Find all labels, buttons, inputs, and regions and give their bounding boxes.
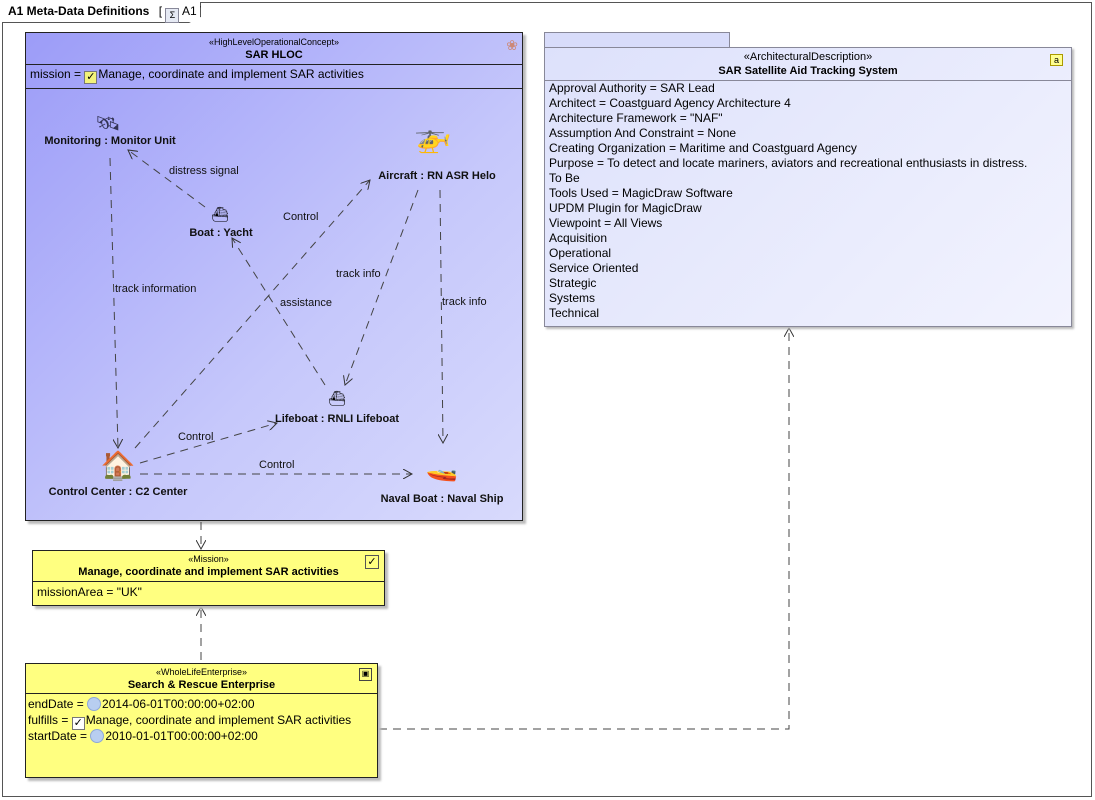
- diagram-tab[interactable]: A1 Meta-Data Definitions [ Σ A1 ]: [2, 2, 201, 23]
- edge-label: Control: [283, 211, 319, 223]
- arch-property: Architecture Framework = "NAF": [549, 111, 723, 125]
- arch-property: Technical: [549, 306, 600, 320]
- node-boat[interactable]: Boat : Yacht: [189, 227, 253, 239]
- edge-control-lifeboat: [139, 423, 277, 464]
- end-date: endDate = 2014-06-01T00:00:00+02:00: [28, 697, 255, 711]
- clock-icon: [87, 697, 102, 711]
- check-icon: ✓: [71, 717, 85, 730]
- edge-assistance: [232, 238, 326, 386]
- arch-stereotype: «ArchitecturalDescription»: [743, 51, 873, 63]
- hloc-stereotype: «HighLevelOperationalConcept»: [208, 37, 340, 47]
- arch-property: Tools Used = MagicDraw Software: [549, 186, 733, 200]
- arch-property: Acquisition: [549, 231, 608, 245]
- fulfills: fulfills = ✓ Manage, coordinate and imple…: [28, 713, 352, 730]
- mission-checkbox-icon: ✓: [365, 555, 379, 569]
- arch-property: Creating Organization = Maritime and Coa…: [549, 141, 857, 155]
- node-naval-boat[interactable]: Naval Boat : Naval Ship: [380, 493, 504, 505]
- node-monitoring[interactable]: Monitoring : Monitor Unit: [44, 135, 176, 147]
- arch-property: Operational: [549, 246, 612, 260]
- yacht-icon: ⛴: [211, 206, 229, 222]
- package-a-icon: a: [1050, 54, 1063, 66]
- diagram-table-icon: Σ: [165, 8, 180, 23]
- arch-property: Service Oriented: [549, 261, 639, 275]
- clock-icon: [90, 729, 105, 743]
- node-control-center[interactable]: Control Center : C2 Center: [48, 486, 188, 498]
- arch-property: To Be: [549, 171, 580, 185]
- arch-package-tab: [544, 32, 730, 48]
- hloc-circles-icon: ❀: [506, 37, 518, 53]
- edge-track-information: [109, 157, 118, 448]
- mission-block[interactable]: «Mission» Manage, coordinate and impleme…: [32, 550, 385, 606]
- divider: [545, 80, 1071, 81]
- node-aircraft[interactable]: Aircraft : RN ASR Helo: [378, 170, 496, 182]
- check-icon: ✓: [84, 71, 98, 84]
- divider: [33, 581, 384, 582]
- hloc-name: SAR HLOC: [245, 49, 303, 61]
- edge-label: assistance: [280, 297, 332, 309]
- arch-property: Systems: [549, 291, 596, 305]
- arch-name: SAR Satellite Aid Tracking System: [718, 65, 898, 77]
- edge-control-aircraft: [134, 180, 370, 449]
- mission-area: missionArea = "UK": [37, 585, 142, 599]
- edge-label: track info: [442, 296, 487, 308]
- edge-distress-signal: [128, 150, 206, 208]
- edge-label: track information: [115, 283, 197, 295]
- arch-property: Viewpoint = All Views: [549, 216, 663, 230]
- helicopter-icon: 🚁: [414, 121, 452, 154]
- divider: [26, 64, 522, 65]
- speedboat-icon: 🚤: [425, 452, 459, 482]
- lifeboat-icon: ⛴: [328, 390, 346, 406]
- arch-properties: Approval Authority = SAR Lead Architect =…: [549, 81, 1027, 321]
- mission-property: mission = ✓ Manage, coordinate and implem…: [30, 67, 364, 84]
- house-icon: 🏠: [100, 450, 136, 481]
- satellite-icon: 🛰: [95, 113, 121, 135]
- mission-name: Manage, coordinate and implement SAR act…: [78, 566, 339, 578]
- edge-track-info-naval: [440, 189, 443, 443]
- enterprise-stereotype: «WholeLifeEnterprise»: [155, 667, 248, 677]
- arch-property: Strategic: [549, 276, 597, 290]
- arch-property: UPDM Plugin for MagicDraw: [549, 201, 702, 215]
- divider: [26, 88, 522, 89]
- enterprise-block[interactable]: «WholeLifeEnterprise» Search & Rescue En…: [25, 663, 378, 778]
- edge-label: track info: [336, 268, 381, 280]
- enterprise-icon: ▣: [359, 668, 372, 681]
- arch-property: Assumption And Constraint = None: [549, 126, 737, 140]
- diagram-title: A1 Meta-Data Definitions: [8, 4, 150, 18]
- arch-property: Approval Authority = SAR Lead: [549, 81, 715, 95]
- arch-description-block[interactable]: «ArchitecturalDescription» SAR Satellite…: [544, 47, 1072, 327]
- edge-label: distress signal: [169, 165, 239, 177]
- arch-property: Purpose = To detect and locate mariners,…: [549, 156, 1028, 170]
- start-date: startDate = 2010-01-01T00:00:00+02:00: [28, 729, 258, 743]
- node-lifeboat[interactable]: Lifeboat : RNLI Lifeboat: [274, 413, 400, 425]
- enterprise-name: Search & Rescue Enterprise: [127, 679, 276, 691]
- edge-label: Control: [259, 459, 295, 471]
- diagram-ref[interactable]: [ Σ A1 ]: [159, 4, 201, 23]
- divider: [26, 693, 377, 694]
- edge-track-info-lifeboat: [345, 189, 419, 385]
- edge-label: Control: [178, 431, 214, 443]
- mission-stereotype: «Mission»: [188, 554, 229, 564]
- arch-property: Architect = Coastguard Agency Architectu…: [549, 96, 791, 110]
- edge-enterprise-arch: [379, 328, 789, 730]
